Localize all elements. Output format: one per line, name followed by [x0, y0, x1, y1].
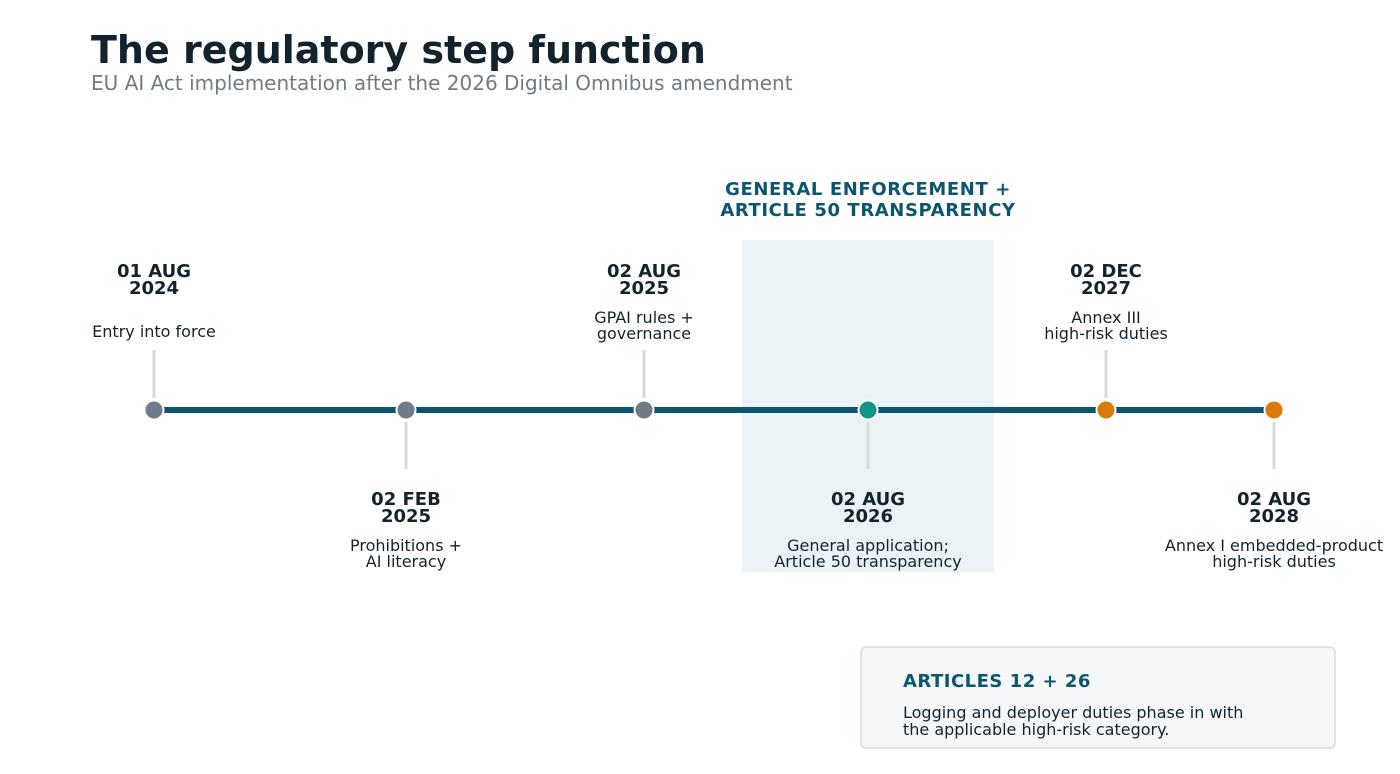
milestone-date-day: 02 FEB — [371, 489, 441, 510]
milestone-description: Prohibitions + AI literacy — [350, 538, 462, 570]
milestone-desc-line-1: GPAI rules + — [594, 308, 694, 327]
milestone-stem — [866, 422, 870, 469]
phase-label-line-1: GENERAL ENFORCEMENT + — [725, 179, 1011, 200]
milestone-desc-line-2: Article 50 transparency — [774, 552, 962, 571]
milestone-desc-line-1: Entry into force — [92, 322, 216, 341]
phase-label-line-2: ARTICLE 50 TRANSPARENCY — [720, 200, 1016, 221]
milestone-date-year: 2027 — [1080, 278, 1132, 299]
milestone-date: 02 FEB 2025 — [350, 489, 462, 527]
milestone-dot-2025-02 — [395, 399, 417, 421]
milestone-desc-line-2: governance — [596, 324, 692, 343]
enforcement-phase-label: GENERAL ENFORCEMENT + ARTICLE 50 TRANSPA… — [720, 179, 1015, 221]
milestone-dot-2027-12 — [1095, 399, 1117, 421]
milestone-description: Entry into force — [92, 324, 216, 340]
milestone-desc-line-1: General application; — [787, 536, 949, 555]
milestone-dot-2024-08 — [143, 399, 165, 421]
milestone-label-2024-08: 01 AUG 2024 Entry into force — [92, 263, 216, 340]
milestone-description: GPAI rules + governance — [594, 310, 694, 342]
milestone-desc-line-2: high-risk duties — [1044, 324, 1168, 343]
milestone-date-day: 02 AUG — [1236, 489, 1312, 510]
milestone-date-day: 02 DEC — [1070, 261, 1142, 282]
page-title: The regulatory step function — [91, 28, 706, 72]
milestone-date-day: 01 AUG — [116, 261, 192, 282]
milestone-dot-2025-08 — [633, 399, 655, 421]
milestone-stem — [1272, 422, 1276, 469]
note-title: ARTICLES 12 + 26 — [903, 671, 1091, 692]
milestone-description: General application; Article 50 transpar… — [774, 538, 961, 570]
milestone-description: Annex I embedded-product high-risk dutie… — [1165, 538, 1383, 570]
note-body-line-1: Logging and deployer duties phase in wit… — [903, 703, 1244, 722]
milestone-date-year: 2025 — [618, 278, 670, 299]
milestone-desc-line-1: Prohibitions + — [349, 536, 463, 555]
milestone-stem — [152, 350, 156, 398]
page-subtitle: EU AI Act implementation after the 2026 … — [91, 71, 793, 95]
milestone-date-year: 2024 — [128, 278, 180, 299]
milestone-label-2025-08: 02 AUG 2025 GPAI rules + governance — [594, 263, 694, 342]
timeline-axis — [154, 407, 1274, 413]
milestone-date-year: 2025 — [380, 506, 432, 527]
milestone-desc-line-1: Annex I embedded-product — [1164, 536, 1384, 555]
milestone-date-day: 02 AUG — [606, 261, 682, 282]
milestone-date: 02 AUG 2025 — [594, 261, 694, 299]
milestone-desc-line-2: AI literacy — [365, 552, 447, 571]
milestone-date-day: 02 AUG — [830, 489, 906, 510]
milestone-date: 02 AUG 2028 — [1165, 489, 1383, 527]
milestone-date: 02 AUG 2026 — [774, 489, 961, 527]
milestone-label-2028-08: 02 AUG 2028 Annex I embedded-product hig… — [1165, 491, 1383, 570]
articles-note-card: ARTICLES 12 + 26 Logging and deployer du… — [860, 646, 1336, 749]
milestone-label-2026-08: 02 AUG 2026 General application; Article… — [774, 491, 961, 570]
note-body: Logging and deployer duties phase in wit… — [903, 704, 1243, 738]
milestone-date: 01 AUG 2024 — [92, 261, 216, 299]
milestone-date: 02 DEC 2027 — [1044, 261, 1168, 299]
milestone-description: Annex III high-risk duties — [1044, 310, 1168, 342]
milestone-stem — [1104, 350, 1108, 398]
milestone-dot-2028-08 — [1263, 399, 1285, 421]
milestone-desc-line-1: Annex III — [1071, 308, 1141, 327]
milestone-label-2025-02: 02 FEB 2025 Prohibitions + AI literacy — [350, 491, 462, 570]
milestone-stem — [642, 350, 646, 398]
milestone-date-year: 2028 — [1248, 506, 1300, 527]
note-body-line-2: the applicable high-risk category. — [903, 720, 1170, 739]
milestone-label-2027-12: 02 DEC 2027 Annex III high-risk duties — [1044, 263, 1168, 342]
milestone-dot-2026-08 — [857, 399, 879, 421]
milestone-date-year: 2026 — [842, 506, 894, 527]
milestone-desc-line-2: high-risk duties — [1212, 552, 1336, 571]
milestone-stem — [404, 422, 408, 469]
